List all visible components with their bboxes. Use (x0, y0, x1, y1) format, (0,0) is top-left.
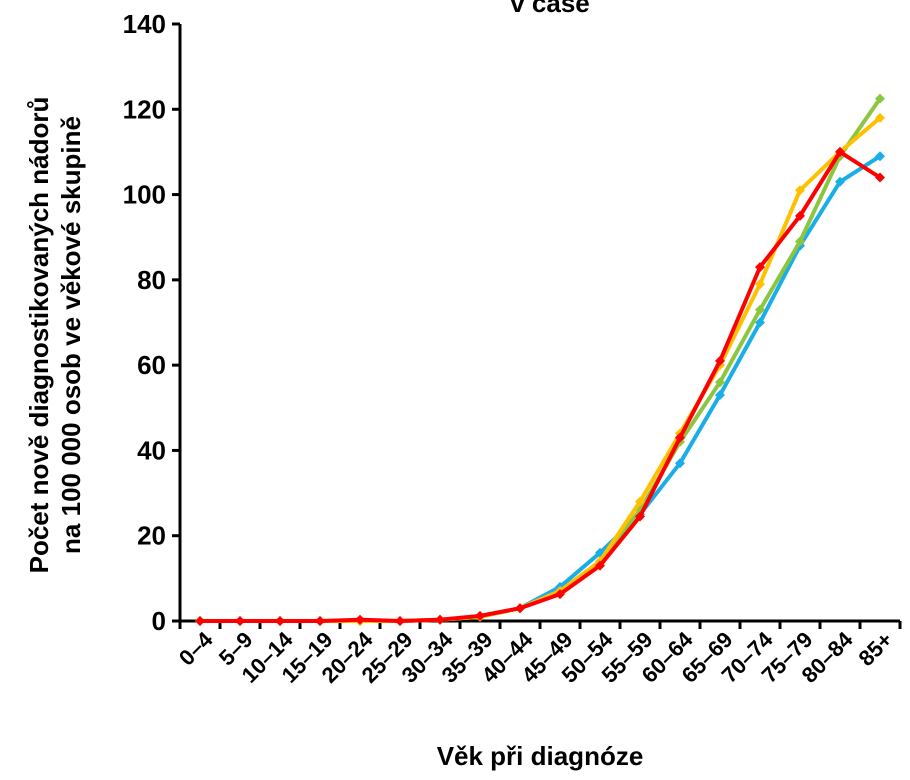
y-axis-label-line-2: na 100 000 osob ve věkové skupině (56, 116, 86, 554)
series-layer (195, 93, 885, 626)
y-axis-label: Počet nově diagnostikovaných nádorů na 1… (24, 97, 86, 574)
data-point (675, 432, 685, 443)
x-tick-label: 85+ (853, 627, 897, 671)
y-tick-label: 80 (137, 265, 166, 295)
data-point (555, 589, 565, 600)
data-point (715, 355, 725, 366)
data-point (635, 496, 645, 507)
y-tick-label: 60 (137, 350, 166, 380)
data-point (675, 458, 685, 469)
series-1 (195, 151, 885, 626)
data-point (395, 616, 405, 626)
chart-title: v čase (510, 0, 590, 18)
data-point (595, 560, 605, 571)
y-tick-label: 100 (123, 180, 166, 210)
y-tick-label: 120 (123, 94, 166, 124)
data-point (795, 185, 805, 196)
data-point (475, 610, 485, 621)
data-point (755, 279, 765, 290)
data-point (435, 614, 445, 625)
data-point (275, 616, 285, 626)
data-point (635, 511, 645, 522)
y-tick-label: 20 (137, 521, 166, 551)
x-tick-label: 0–4 (174, 626, 218, 670)
data-point (755, 317, 765, 328)
data-point (715, 377, 725, 388)
data-point (355, 614, 365, 625)
series-line (200, 97, 882, 623)
data-point (195, 616, 205, 626)
x-axis-label: Věk při diagnóze (437, 741, 644, 771)
y-tick-label: 0 (152, 606, 166, 636)
data-point (315, 616, 325, 626)
data-point (755, 262, 765, 273)
data-point (795, 210, 805, 221)
data-point (875, 93, 885, 104)
series-2 (195, 93, 885, 626)
data-point (835, 176, 845, 187)
data-point (875, 172, 885, 183)
axes: 0204060801001201400–45–910–1415–1920–242… (123, 9, 902, 688)
data-point (875, 151, 885, 162)
data-point (835, 146, 845, 157)
data-point (715, 389, 725, 400)
y-axis-label-line-1: Počet nově diagnostikovaných nádorů (24, 97, 54, 574)
data-point (755, 304, 765, 315)
y-tick-label: 40 (137, 435, 166, 465)
data-point (795, 236, 805, 247)
series-line (200, 149, 882, 623)
data-point (515, 603, 525, 614)
series-4 (195, 146, 885, 626)
series-line (200, 116, 882, 623)
data-point (235, 616, 245, 626)
series-line (200, 154, 882, 623)
series-3 (195, 112, 885, 626)
data-point (875, 112, 885, 123)
y-tick-label: 140 (123, 9, 166, 39)
